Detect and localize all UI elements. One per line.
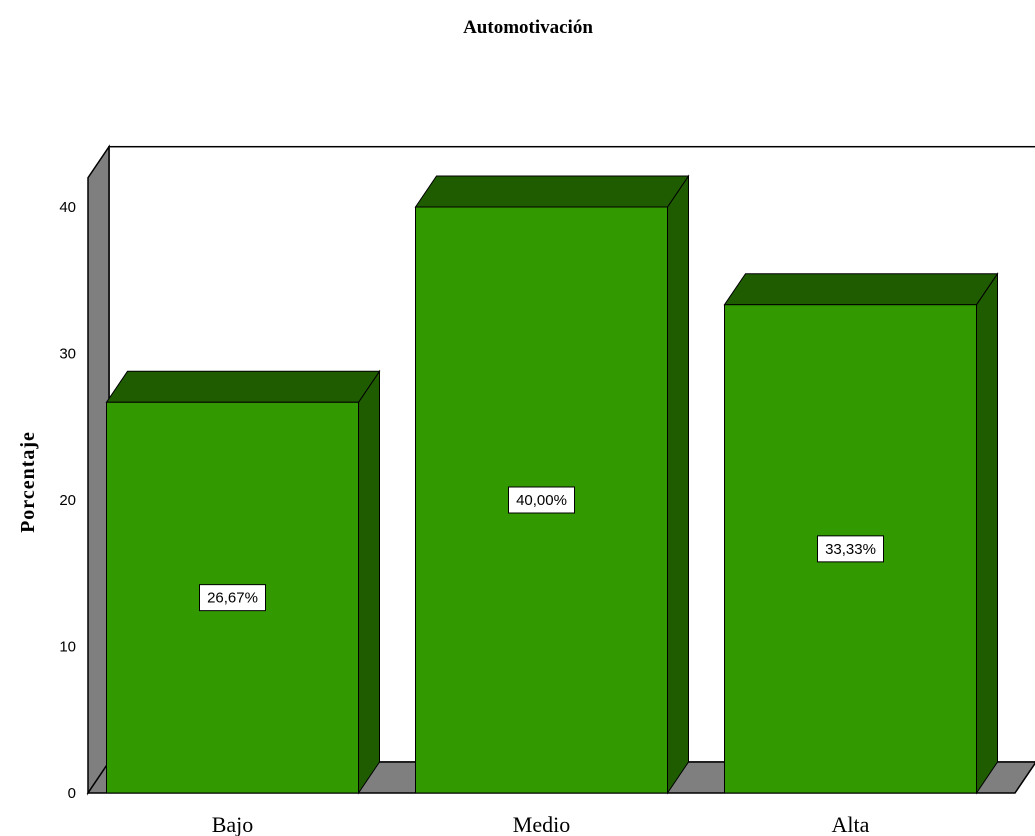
category-labels: Bajo Medio Alta xyxy=(212,812,870,836)
bar-side xyxy=(358,369,380,795)
data-label: 40,00% xyxy=(516,492,567,509)
bar-side xyxy=(976,272,998,795)
y-tick-label: 30 xyxy=(59,346,76,363)
bar-top xyxy=(414,175,690,208)
category-label: Alta xyxy=(832,812,870,836)
data-label-box xyxy=(508,486,575,514)
y-tick-label: 20 xyxy=(59,492,76,509)
y-tick-label: 40 xyxy=(59,199,76,216)
y-axis-ticks: 0 10 20 30 40 xyxy=(59,199,76,802)
bar-side xyxy=(667,174,689,795)
y-tick-label: 0 xyxy=(68,785,76,802)
category-label: Bajo xyxy=(212,812,254,836)
bar-top xyxy=(723,273,999,306)
side-wall xyxy=(87,144,110,796)
data-label: 33,33% xyxy=(825,541,876,558)
bar-series: 26,67% 40,00% 33,33% xyxy=(105,174,999,795)
y-tick-label: 10 xyxy=(59,639,76,656)
data-label-box xyxy=(817,535,884,563)
data-label: 26,67% xyxy=(207,590,258,607)
chart-title: Automotivación xyxy=(463,17,593,38)
y-axis-label: Porcentaje xyxy=(17,431,39,533)
bar-top xyxy=(105,370,381,403)
data-label-box xyxy=(199,584,266,612)
category-label: Medio xyxy=(513,812,570,836)
